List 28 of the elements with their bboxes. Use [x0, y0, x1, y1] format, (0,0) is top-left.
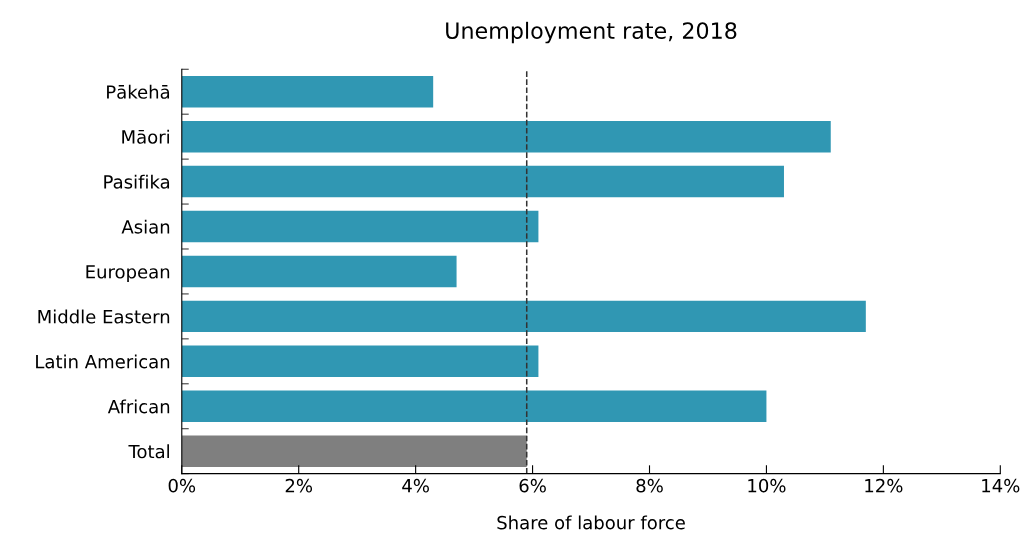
bar	[181, 390, 767, 422]
chart-title: Unemployment rate, 2018	[446, 21, 737, 44]
y-tick-label: African	[107, 399, 170, 414]
bar	[181, 75, 434, 108]
x-tick-label: 6%	[519, 478, 546, 493]
y-tick-label: Middle Eastern	[38, 309, 170, 324]
x-tick-label: 0%	[168, 478, 196, 493]
bar	[181, 165, 784, 198]
y-tick-label: Pākehā	[107, 84, 170, 99]
x-tick-label: 14%	[982, 478, 1020, 493]
x-tick-label: 8%	[636, 478, 663, 493]
y-tick-label: Total	[128, 444, 169, 459]
x-axis-title: Share of labour force	[497, 515, 685, 530]
y-tick-label: Māori	[122, 129, 169, 144]
x-tick-label: 10%	[748, 478, 786, 493]
y-tick-label: Asian	[121, 219, 170, 234]
y-tick-label: Pasifika	[104, 174, 170, 189]
y-tick-label: Latin American	[36, 354, 170, 369]
y-tick-label: European	[86, 265, 170, 283]
bar	[181, 435, 527, 467]
bar	[181, 300, 866, 333]
x-tick-label: 2%	[285, 478, 313, 493]
x-tick-label: 4%	[402, 478, 429, 493]
bar	[181, 120, 831, 153]
bar	[181, 210, 539, 243]
bar	[181, 345, 539, 378]
x-tick-label: 12%	[865, 478, 903, 493]
bar	[181, 255, 457, 288]
